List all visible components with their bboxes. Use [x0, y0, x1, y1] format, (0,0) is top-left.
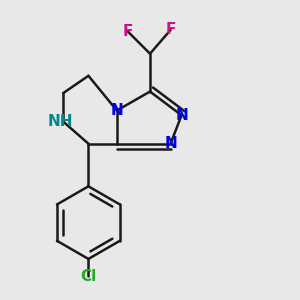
Text: NH: NH: [47, 114, 73, 129]
Text: Cl: Cl: [80, 269, 97, 284]
Text: N: N: [175, 108, 188, 123]
Text: N: N: [164, 136, 177, 151]
Text: F: F: [123, 24, 133, 39]
Text: F: F: [165, 22, 176, 38]
Text: N: N: [110, 103, 123, 118]
